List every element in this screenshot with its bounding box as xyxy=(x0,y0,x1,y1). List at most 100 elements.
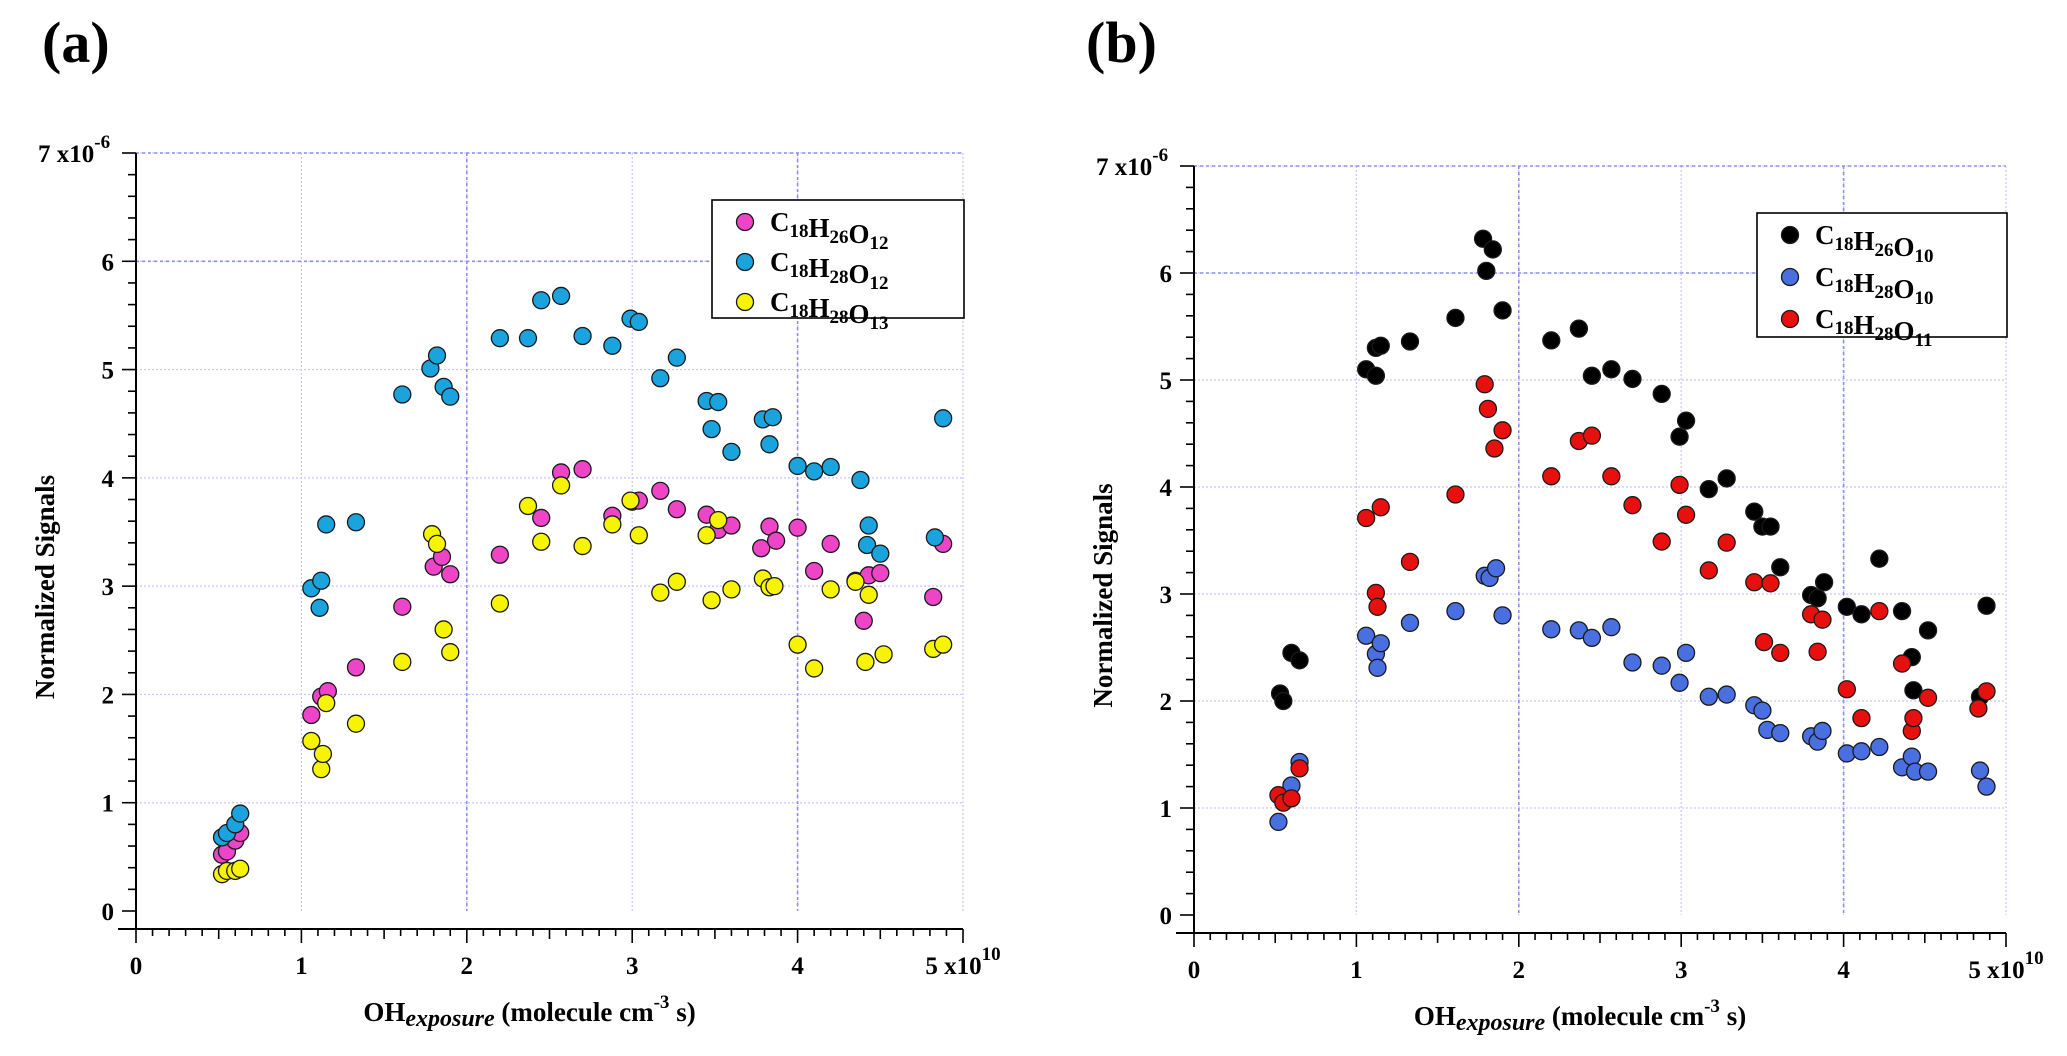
y-tick-label: 2 xyxy=(102,682,115,709)
data-point xyxy=(709,510,728,530)
legend-marker xyxy=(735,252,755,272)
data-point xyxy=(1542,331,1561,350)
data-point xyxy=(856,652,875,672)
data-point xyxy=(1771,558,1790,577)
data-point xyxy=(1368,658,1387,677)
data-point xyxy=(1602,360,1621,379)
data-point xyxy=(1870,737,1889,757)
data-point xyxy=(346,513,366,532)
data-point xyxy=(1582,366,1602,385)
data-point xyxy=(934,635,953,654)
legend-marker xyxy=(1780,225,1800,245)
data-point xyxy=(551,476,571,495)
data-point xyxy=(1623,496,1642,515)
axes: 0 1 2 3 4 5 x1010 0 1 2 3 4 5 6 7 x10-6 OHexposure (mo… xyxy=(1088,145,2044,1036)
data-point xyxy=(1753,701,1772,720)
data-point xyxy=(1837,597,1856,616)
data-point xyxy=(925,528,945,547)
y-axis-title: Normalized Signals xyxy=(1088,483,1118,707)
data-point xyxy=(1670,673,1689,692)
data-point xyxy=(871,563,890,583)
data-point xyxy=(1569,319,1589,338)
data-point xyxy=(763,408,782,427)
data-point xyxy=(573,536,592,556)
data-point xyxy=(1356,508,1376,528)
panel-b: (b) 0 1 2 3 4 5 x1010 0 1 2 3 4 5 6 7 x10-6 OHexposure … xyxy=(1086,10,2044,1036)
series-C18H28O12 xyxy=(212,286,953,847)
data-point xyxy=(854,611,873,630)
y-tick-label: 1 xyxy=(102,791,115,818)
data-point xyxy=(934,409,953,428)
x-tick-label: 4 xyxy=(1837,957,1850,984)
data-point xyxy=(1918,762,1938,781)
x-tick-label: 5 x1010 xyxy=(1968,948,2043,984)
data-point xyxy=(1761,517,1780,536)
data-point xyxy=(1813,610,1832,629)
data-point xyxy=(1623,653,1642,672)
data-point xyxy=(1771,723,1790,743)
axes: 0 1 2 3 4 5 x1010 0 1 2 3 4 5 6 7 x10-6 OHexposure (mo… xyxy=(30,132,1001,1032)
data-point xyxy=(1852,742,1871,761)
y-tick-label: 0 xyxy=(1160,903,1173,930)
data-point xyxy=(1582,628,1602,648)
y-tick-label: 3 xyxy=(1160,582,1173,609)
data-point xyxy=(1969,699,1988,718)
data-point xyxy=(1282,789,1301,808)
data-point xyxy=(532,291,551,310)
data-point xyxy=(1977,777,1996,796)
data-point xyxy=(1902,747,1921,766)
data-point xyxy=(1493,606,1512,625)
data-point xyxy=(1670,475,1689,495)
data-point xyxy=(1970,761,1990,780)
y-tick-label: 6 xyxy=(102,249,115,276)
y-tick-label: 1 xyxy=(1160,796,1173,823)
y-tick-label: 5 xyxy=(1160,368,1173,395)
x-tick-label: 1 xyxy=(1350,957,1363,984)
data-point xyxy=(804,659,824,678)
y-axis-title: Normalized Signals xyxy=(30,475,60,699)
data-point xyxy=(1493,301,1512,320)
data-point xyxy=(1486,559,1506,578)
data-point xyxy=(871,544,890,563)
x-tick-label: 2 xyxy=(1513,957,1526,984)
data-point xyxy=(874,645,893,664)
data-point xyxy=(1699,479,1718,499)
data-point xyxy=(1602,618,1621,637)
x-axis-title: OHexposure (molecule cm-3 s) xyxy=(1414,996,1746,1036)
data-point xyxy=(1623,369,1642,389)
data-point xyxy=(1371,498,1390,517)
data-point xyxy=(1290,759,1309,778)
data-point xyxy=(859,585,878,604)
data-point xyxy=(1652,384,1671,404)
data-point xyxy=(821,457,840,477)
data-point xyxy=(310,598,329,617)
data-point xyxy=(859,516,878,535)
data-point xyxy=(1400,613,1420,633)
data-point xyxy=(1371,336,1390,355)
data-point xyxy=(924,587,943,607)
data-point xyxy=(760,435,779,454)
y-tick-label: 0 xyxy=(102,899,115,926)
legend-label: C18H28O13 xyxy=(770,287,889,334)
data-point xyxy=(603,336,622,355)
data-point xyxy=(573,460,592,479)
data-point xyxy=(1717,685,1736,704)
data-point xyxy=(317,515,336,534)
data-point xyxy=(667,348,687,367)
data-point xyxy=(317,693,336,713)
legend-marker xyxy=(735,292,755,312)
data-point xyxy=(1870,601,1889,621)
data-point xyxy=(1699,561,1718,580)
legend-marker xyxy=(1780,267,1800,287)
data-point xyxy=(1290,651,1309,670)
panel-label: (a) xyxy=(42,10,110,75)
data-point xyxy=(1892,654,1912,673)
data-point xyxy=(1542,620,1561,639)
data-point xyxy=(667,572,687,591)
data-point xyxy=(1808,589,1827,608)
data-point xyxy=(231,859,250,878)
data-point xyxy=(490,594,510,613)
data-point xyxy=(1475,375,1494,394)
data-point xyxy=(1699,687,1718,706)
